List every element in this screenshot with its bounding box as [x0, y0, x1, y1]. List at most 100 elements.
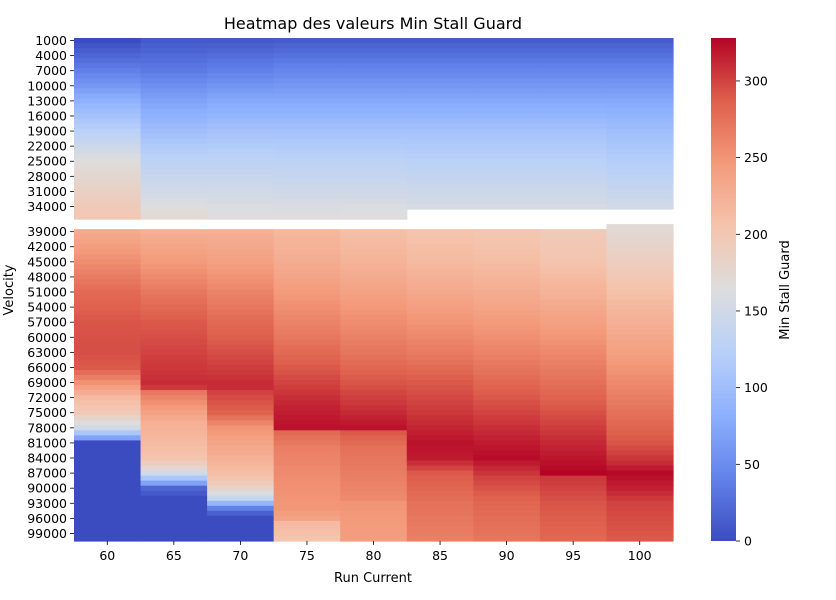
heatmap-cell	[340, 123, 408, 130]
heatmap-cell	[273, 505, 341, 512]
heatmap-cell	[140, 63, 208, 69]
heatmap-cell	[273, 264, 341, 270]
heatmap-cell	[207, 234, 275, 240]
heatmap-cell	[340, 510, 408, 517]
heatmap-cell	[140, 98, 208, 104]
heatmap-cell	[606, 329, 674, 336]
heatmap-cell	[140, 294, 208, 301]
y-tick-label: 81000	[27, 435, 67, 450]
heatmap-cell	[340, 274, 408, 281]
heatmap-cell	[273, 113, 341, 120]
heatmap-cell	[606, 259, 674, 265]
heatmap-cell	[207, 284, 275, 291]
heatmap-cell	[340, 364, 408, 371]
heatmap-cell	[74, 193, 142, 200]
heatmap-cell	[340, 405, 408, 411]
heatmap-cell	[340, 108, 408, 115]
heatmap-cell	[606, 264, 674, 270]
heatmap-cell	[406, 98, 474, 104]
heatmap-cell	[340, 324, 408, 331]
heatmap-cell	[140, 48, 208, 54]
heatmap-cell	[273, 510, 341, 517]
heatmap-cell	[340, 279, 408, 286]
heatmap-cell	[207, 410, 275, 416]
heatmap-cell	[406, 490, 474, 497]
heatmap-cell	[473, 254, 541, 260]
heatmap-cell	[406, 279, 474, 286]
heatmap-cell	[273, 83, 341, 89]
heatmap-cell	[539, 369, 608, 376]
heatmap-cell	[140, 178, 208, 185]
heatmap-cell	[140, 490, 208, 497]
heatmap-cell	[207, 339, 275, 346]
heatmap-cell	[606, 83, 674, 89]
heatmap-cell	[273, 334, 341, 341]
heatmap-cell	[606, 425, 674, 431]
heatmap-cell	[606, 73, 674, 79]
heatmap-cell	[273, 375, 341, 381]
heatmap-cell	[606, 198, 674, 205]
heatmap-cell	[140, 153, 208, 160]
heatmap-cell	[406, 188, 474, 195]
heatmap-cell	[473, 415, 541, 421]
heatmap-cell	[340, 415, 408, 421]
heatmap-cell	[606, 123, 674, 130]
heatmap-cell	[539, 294, 608, 301]
heatmap-cell	[606, 299, 674, 306]
heatmap-cell	[273, 128, 341, 135]
heatmap-cell	[207, 334, 275, 341]
heatmap-cell	[406, 269, 474, 276]
heatmap-cell	[207, 198, 275, 205]
heatmap-cell	[606, 530, 674, 537]
heatmap-cell	[340, 254, 408, 260]
heatmap-cell	[140, 78, 208, 84]
heatmap-cell	[606, 364, 674, 371]
heatmap-cell	[606, 178, 674, 185]
heatmap-cell	[74, 88, 142, 94]
heatmap-cell	[207, 475, 275, 482]
heatmap-cell	[406, 118, 474, 125]
heatmap-cell	[406, 480, 474, 487]
heatmap-cell	[207, 173, 275, 180]
heatmap-cell	[406, 244, 474, 250]
heatmap-cell	[273, 420, 341, 426]
heatmap-cell	[340, 385, 408, 391]
y-tick-label: 87000	[27, 466, 67, 481]
heatmap-cell	[473, 138, 541, 145]
heatmap-cell	[406, 324, 474, 331]
heatmap-cell	[473, 319, 541, 326]
heatmap-cell	[340, 375, 408, 381]
y-tick-label: 78000	[27, 420, 67, 435]
heatmap-cell	[473, 168, 541, 175]
heatmap-cell	[406, 294, 474, 301]
heatmap-cell	[539, 425, 608, 431]
heatmap-cell	[406, 249, 474, 255]
heatmap-cell	[140, 168, 208, 175]
heatmap-cell	[140, 495, 208, 502]
heatmap-cell	[406, 425, 474, 431]
x-tick-label: 85	[432, 548, 448, 563]
heatmap-cell	[473, 525, 541, 532]
colorbar-tick-label: 0	[744, 534, 752, 549]
heatmap-cell	[273, 284, 341, 291]
heatmap-cell	[340, 520, 408, 527]
heatmap-cell	[340, 485, 408, 492]
heatmap-cell	[74, 234, 142, 240]
heatmap-cell	[340, 68, 408, 74]
heatmap-cell	[273, 359, 341, 366]
heatmap-cell	[340, 198, 408, 205]
heatmap-cell	[606, 173, 674, 180]
heatmap-cell	[273, 93, 341, 99]
heatmap-cell	[606, 435, 674, 441]
heatmap-cell	[340, 138, 408, 145]
heatmap-cell	[140, 188, 208, 195]
heatmap-cell	[606, 279, 674, 286]
heatmap-cell	[207, 314, 275, 321]
heatmap-cell	[606, 133, 674, 140]
heatmap-cell	[406, 485, 474, 492]
heatmap-cell	[406, 58, 474, 64]
heatmap-cell	[74, 254, 142, 260]
heatmap-cell	[539, 269, 608, 276]
heatmap-cell	[273, 48, 341, 54]
heatmap-cell	[273, 475, 341, 482]
